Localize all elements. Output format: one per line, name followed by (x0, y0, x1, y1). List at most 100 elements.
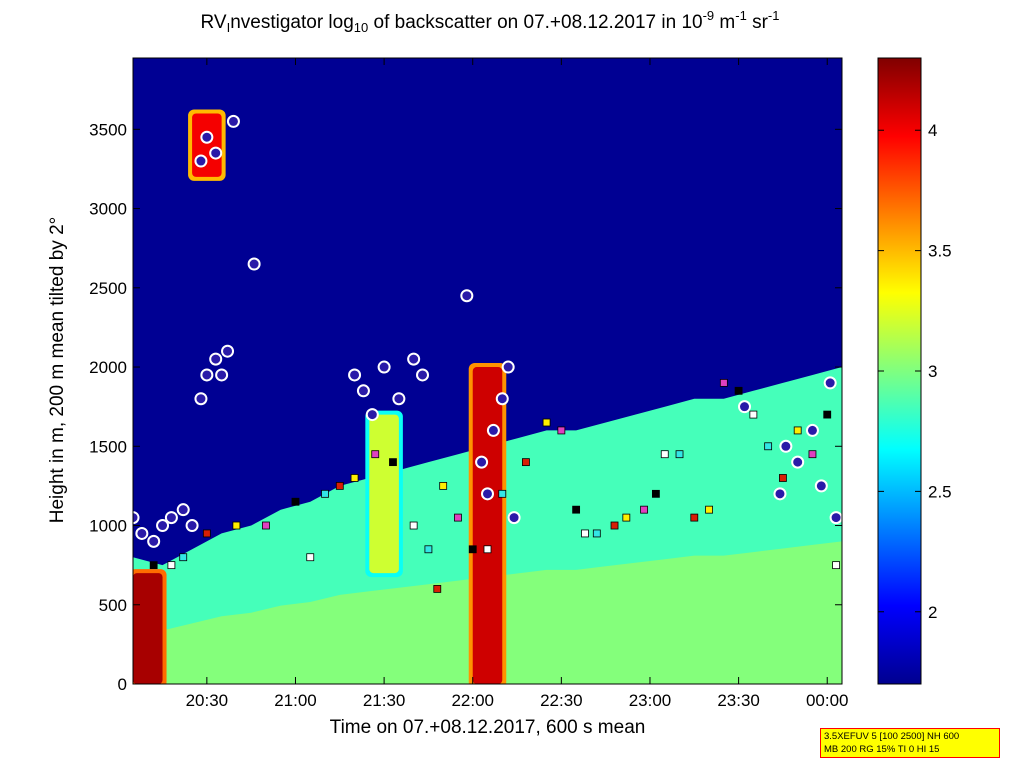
cloud-base-circle-marker (486, 423, 500, 437)
x-tick-label: 21:30 (363, 691, 406, 710)
cloud-base-square-marker (542, 418, 551, 427)
cloud-base-square-marker (719, 378, 728, 387)
x-tick-label: 22:00 (451, 691, 494, 710)
cloud-base-circle-marker (773, 487, 787, 501)
cloud-base-circle-marker (348, 368, 362, 382)
info-line-2: MB 200 RG 15% TI 0 HI 15 (824, 744, 940, 755)
x-axis-label: Time on 07.+08.12.2017, 600 s mean (329, 717, 646, 738)
cloud-base-circle-marker (356, 384, 370, 398)
cloud-base-square-marker (424, 545, 433, 554)
y-tick-label: 1500 (89, 437, 127, 456)
cloud-base-square-marker (610, 521, 619, 530)
cloud-base-circle-marker (209, 146, 223, 160)
cloud-base-circle-marker (475, 455, 489, 469)
cloud-base-circle-marker (460, 289, 474, 303)
x-tick-label: 20:30 (186, 691, 229, 710)
cloud-base-square-marker (793, 426, 802, 435)
cloud-base-circle-marker (215, 368, 229, 382)
cloud-base-circle-marker (738, 400, 752, 414)
cloud-base-square-marker (660, 450, 669, 459)
cloud-base-circle-marker (135, 526, 149, 540)
cloud-base-circle-marker (392, 392, 406, 406)
cloud-base-circle-marker (416, 368, 430, 382)
cloud-base-square-marker (522, 458, 530, 467)
cloud-base-square-marker (232, 521, 241, 530)
x-tick-label: 22:30 (540, 691, 583, 710)
cloud-base-square-marker (832, 561, 840, 570)
high-backscatter-region (133, 573, 163, 684)
y-tick-label: 3000 (89, 200, 127, 219)
info-line-1: 3.5XEFUV 5 [100 2500] NH 600 (824, 731, 960, 742)
cloud-base-square-marker (581, 529, 589, 538)
cloud-base-circle-marker (209, 352, 223, 366)
cloud-base-square-marker (335, 481, 344, 490)
colorbar-tick-label: 4 (928, 121, 937, 140)
cloud-base-square-marker (483, 545, 492, 554)
y-axis-label: Height in m, 200 m mean tilted by 2° (47, 216, 68, 524)
cloud-base-square-marker (734, 386, 743, 395)
x-tick-label: 21:00 (274, 691, 317, 710)
cloud-base-circle-marker (805, 423, 819, 437)
cloud-base-square-marker (149, 561, 158, 570)
settings-info-box: 3.5XEFUV 5 [100 2500] NH 600 MB 200 RG 1… (820, 728, 1000, 758)
cloud-base-square-marker (705, 505, 713, 514)
cloud-base-circle-marker (501, 360, 515, 374)
cloud-base-square-marker (350, 474, 359, 482)
cloud-base-circle-marker (226, 114, 240, 128)
backscatter-heatmap (133, 58, 842, 684)
cloud-base-square-marker (291, 497, 300, 506)
cloud-base-circle-marker (194, 154, 208, 168)
cloud-base-square-marker (262, 521, 270, 530)
y-tick-label: 500 (99, 596, 127, 615)
high-backscatter-region (472, 367, 503, 684)
x-axis: 20:30 21:00 21:30 22:00 22:30 23:00 23:30 00:00 (186, 58, 849, 710)
cloud-base-square-marker (622, 513, 631, 522)
cloud-base-square-marker (675, 450, 684, 459)
cloud-base-square-marker (306, 553, 315, 562)
cloud-base-circle-marker (221, 344, 235, 358)
cloud-base-circle-marker (495, 392, 509, 406)
high-backscatter-region (369, 414, 399, 574)
y-tick-label: 2500 (89, 279, 127, 298)
cloud-base-circle-marker (779, 439, 793, 453)
cloud-base-circle-marker (133, 511, 140, 525)
cloud-markers (133, 114, 842, 593)
cloud-base-circle-marker (200, 368, 214, 382)
y-tick-label: 2000 (89, 358, 127, 377)
chart-title: RVInvestigator log10 of backscatter on 0… (200, 8, 780, 35)
cloud-base-square-marker (321, 489, 329, 498)
cloud-base-square-marker (823, 410, 832, 419)
cloud-base-circle-marker (407, 352, 421, 366)
cloud-base-square-marker (439, 481, 448, 490)
cloud-base-square-marker (808, 450, 817, 459)
cloud-base-square-marker (409, 521, 418, 530)
cloud-base-square-marker (779, 474, 787, 482)
x-tick-label: 00:00 (806, 691, 849, 710)
cloud-base-circle-marker (247, 257, 261, 271)
cloud-base-circle-marker (147, 534, 161, 548)
cloud-base-square-marker (557, 426, 566, 435)
colorbar-tick-label: 3.5 (928, 242, 952, 261)
cloud-base-square-marker (468, 545, 477, 554)
cloud-base-circle-marker (365, 408, 379, 422)
colorbar-tick-label: 2.5 (928, 482, 952, 501)
cloud-base-circle-marker (176, 503, 190, 517)
cloud-base-circle-marker (507, 511, 521, 525)
cloud-base-square-marker (592, 529, 601, 538)
colorbar-tick-label: 2 (928, 603, 937, 622)
cloud-base-square-marker (433, 585, 442, 593)
cloud-base-circle-marker (200, 130, 214, 144)
cloud-base-circle-marker (164, 511, 178, 525)
cloud-base-square-marker (371, 450, 380, 459)
cloud-base-square-marker (651, 489, 660, 498)
y-axis: 0 500 1000 1500 2000 2500 3000 3500 (89, 120, 842, 694)
cloud-base-circle-marker (377, 360, 391, 374)
cloud-base-square-marker (498, 489, 507, 498)
colorbar-axis: 2 2.5 3 3.5 4 (878, 121, 952, 622)
y-tick-label: 1000 (89, 517, 127, 536)
cloud-base-square-marker (167, 561, 176, 570)
y-tick-label: 0 (118, 675, 127, 694)
x-tick-label: 23:00 (629, 691, 672, 710)
cloud-base-circle-marker (481, 487, 494, 501)
